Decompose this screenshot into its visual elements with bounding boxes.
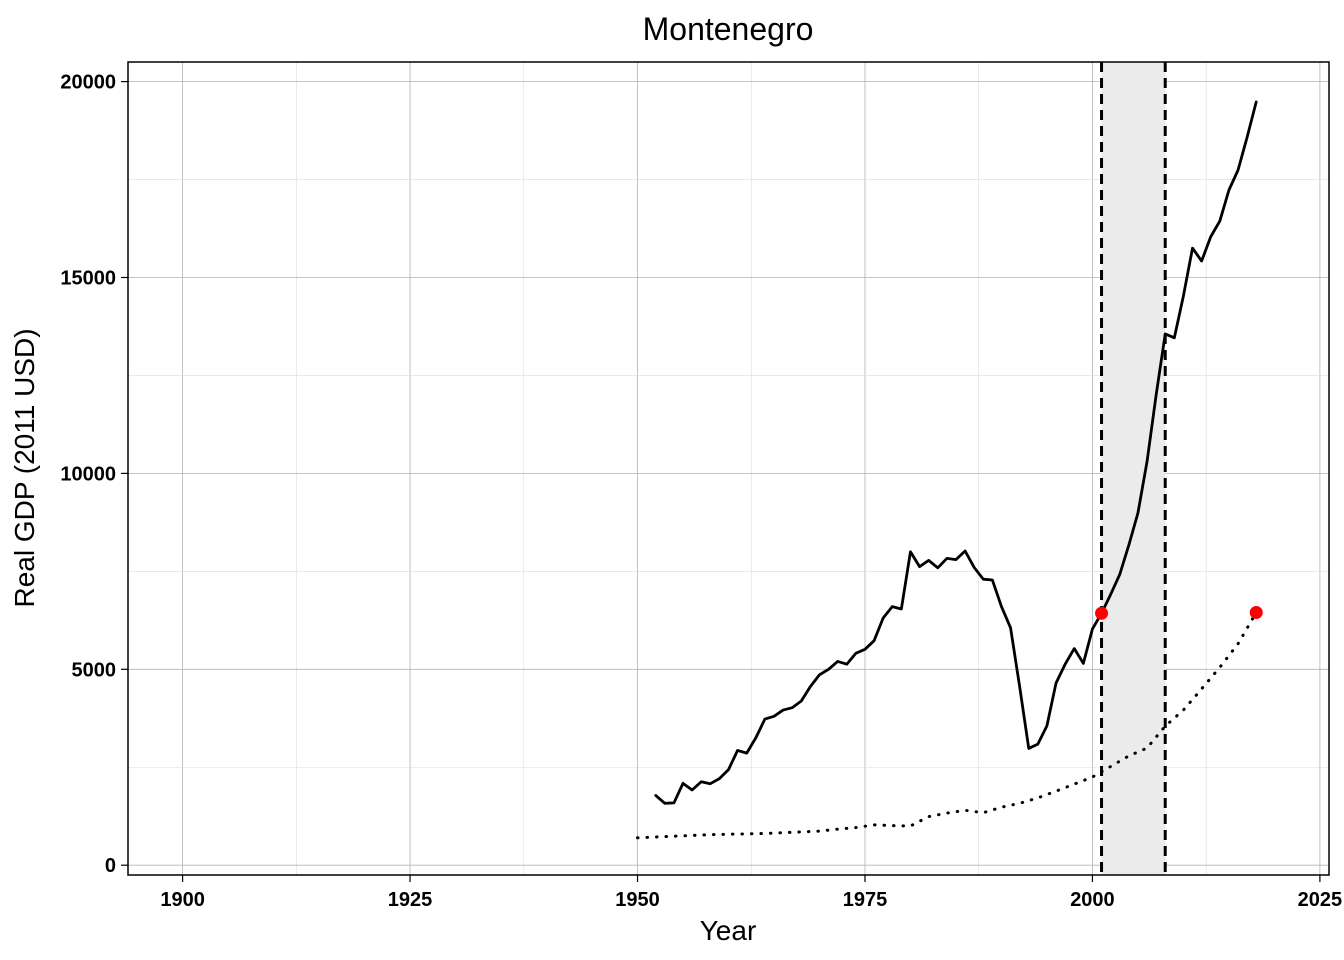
x-tick-label: 1950 — [615, 889, 660, 911]
series-dotted-line — [636, 610, 1258, 840]
y-axis-ticks: 0 5000 10000 15000 20000 — [60, 72, 128, 877]
plot-frame — [127, 61, 1330, 876]
highlight-point-2 — [1249, 605, 1263, 619]
vertical-lines — [1100, 62, 1167, 875]
y-tick-label: 5000 — [72, 659, 117, 681]
shaded-region — [1101, 62, 1166, 875]
x-tick-label: 1900 — [160, 889, 205, 911]
chart-title: Montenegro — [643, 11, 814, 47]
shaded-band — [1101, 62, 1166, 875]
x-tick-label: 2025 — [1298, 889, 1343, 911]
y-tick-label: 15000 — [60, 267, 116, 289]
highlight-point-1 — [1095, 606, 1109, 620]
x-tick-label: 2000 — [1070, 889, 1115, 911]
x-axis-title: Year — [700, 915, 757, 946]
y-tick-label: 10000 — [60, 463, 116, 485]
y-tick-label: 0 — [105, 855, 116, 877]
y-axis-title: Real GDP (2011 USD) — [9, 328, 40, 607]
highlight-points — [1095, 605, 1263, 620]
series-solid-line — [654, 100, 1258, 805]
x-axis-ticks: 1900 1925 1950 1975 2000 2025 — [160, 875, 1342, 911]
y-tick-label: 20000 — [60, 72, 116, 94]
x-tick-label: 1975 — [843, 889, 888, 911]
x-tick-label: 1925 — [388, 889, 433, 911]
series-group — [636, 100, 1258, 840]
